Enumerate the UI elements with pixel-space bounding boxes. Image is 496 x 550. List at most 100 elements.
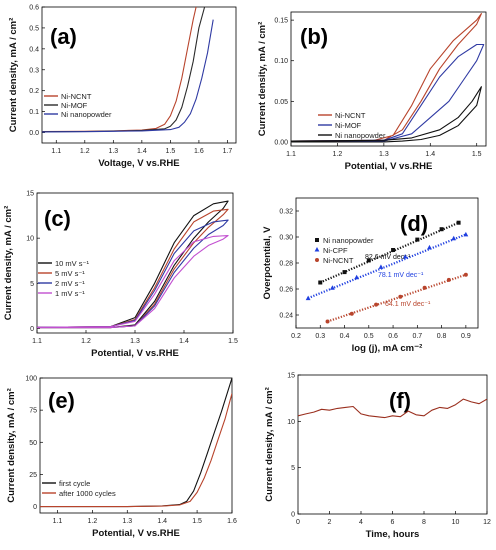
x-tick-label: 1.3 (379, 151, 389, 158)
data-point (391, 248, 396, 252)
x-tick-label: 0.5 (364, 333, 374, 340)
panel-a: 1.1 1.2 1.3 1.4 1.5 1.6 1.7 0.0 0.1 0.2 0.3 0.4 0.5 0… (8, 5, 237, 169)
x-tick-label: 10 (452, 519, 460, 526)
y-tick-label: 0.10 (274, 58, 288, 65)
data-point (330, 285, 335, 290)
y-axis-label: Overpotential, V (262, 226, 273, 300)
panel-label: (a) (50, 24, 77, 49)
legend-label: Ni-MOF (335, 121, 362, 130)
y-axis-label: Current density, mA / cm² (8, 18, 19, 133)
series-line (40, 393, 232, 508)
x-tick-label: 1.4 (137, 148, 147, 155)
plot-frame (39, 377, 233, 514)
x-tick-label: 1.2 (81, 338, 91, 345)
data-point (402, 254, 408, 259)
plot-area (37, 200, 229, 329)
y-tick-label: 0.0 (29, 130, 39, 137)
x-tick-label: 1.3 (108, 148, 118, 155)
slope-annotation: 82.6 mV dec⁻¹ (365, 254, 411, 261)
x-tick-label: 1.2 (87, 518, 97, 525)
x-tick-label: 1.1 (51, 148, 61, 155)
series-line (291, 86, 482, 143)
x-axis-label: Time, hours (366, 529, 420, 540)
series-line (37, 208, 229, 329)
x-axis-label: Potential, V vs.RHE (345, 161, 433, 172)
panel-e: 1.1 1.2 1.3 1.4 1.5 1.6 0 25 50 75 100 Potential, V… (6, 376, 237, 540)
x-tick-label: 1.6 (194, 148, 204, 155)
plot-area (298, 398, 487, 419)
y-tick-label: 0 (291, 512, 295, 519)
fit-line (307, 233, 467, 300)
panel-f: 0 2 4 6 8 10 12 0 5 10 15 Time, hours Current densit… (264, 373, 491, 541)
y-tick-label: 0.1 (29, 109, 39, 116)
x-axis-label: Potential, V vs.RHE (91, 348, 179, 359)
x-tick-label: 1.4 (179, 338, 189, 345)
y-tick-label: 0.15 (274, 18, 288, 25)
series-line (42, 19, 214, 133)
legend-label: 2 mV s⁻¹ (55, 279, 85, 288)
y-tick-label: 0.6 (29, 5, 39, 12)
legend-marker (314, 247, 320, 252)
plot-frame (41, 6, 237, 144)
plot-area (42, 7, 214, 133)
legend-label: first cycle (59, 479, 90, 488)
y-tick-label: 0.26 (279, 287, 293, 294)
x-tick-label: 8 (422, 519, 426, 526)
panel-label: (f) (389, 388, 411, 413)
legend-label: Ni nanopowder (323, 236, 374, 245)
x-tick-label: 1.1 (32, 338, 42, 345)
y-tick-label: 0.28 (279, 261, 293, 268)
x-tick-label: 0.6 (388, 333, 398, 340)
legend-label: 1 mV s⁻¹ (55, 289, 85, 298)
y-tick-label: 5 (291, 465, 295, 472)
x-tick-label: 1.1 (286, 151, 296, 158)
legend-marker (315, 258, 319, 262)
x-tick-label: 1.5 (166, 148, 176, 155)
panel-b: 1.1 1.2 1.3 1.4 1.5 0.00 0.05 0.10 0.15 Potential… (257, 11, 487, 172)
y-axis-label: Current density, mA / cm² (3, 206, 14, 321)
y-tick-label: 25 (29, 472, 37, 479)
x-tick-label: 1.4 (157, 518, 167, 525)
x-tick-label: 6 (391, 519, 395, 526)
x-axis-label: Potential, V vs.RHE (92, 528, 180, 539)
legend-label: 10 mV s⁻¹ (55, 259, 89, 268)
series-line (291, 43, 485, 143)
legend-label: Ni-CPF (323, 246, 348, 255)
x-tick-label: 4 (359, 519, 363, 526)
y-tick-label: 5 (30, 281, 34, 288)
y-tick-label: 0.2 (29, 88, 39, 95)
y-tick-label: 50 (29, 440, 37, 447)
y-tick-label: 10 (26, 236, 34, 243)
series-line (37, 200, 229, 329)
y-tick-label: 15 (26, 191, 34, 198)
series-line (37, 234, 229, 329)
series-line (37, 219, 229, 329)
plot-area (291, 13, 485, 143)
fit-line (327, 273, 467, 323)
x-tick-label: 0.8 (437, 333, 447, 340)
x-tick-label: 1.6 (227, 518, 237, 525)
panel-label: (c) (44, 206, 71, 231)
panel-label: (e) (48, 388, 75, 413)
y-tick-label: 75 (29, 408, 37, 415)
legend-label: Ni-NCNT (335, 111, 366, 120)
series-line (298, 398, 487, 419)
y-tick-label: 0.32 (279, 209, 293, 216)
data-point (342, 270, 347, 275)
plot-area (40, 378, 232, 508)
series-line (291, 13, 482, 143)
y-tick-label: 0.3 (29, 67, 39, 74)
x-tick-label: 1.7 (223, 148, 233, 155)
y-axis-label: Current density, mA / cm² (257, 22, 268, 137)
x-tick-label: 0 (296, 519, 300, 526)
panel-label: (b) (300, 24, 328, 49)
x-axis-label: log (j), mA cm⁻² (352, 343, 423, 354)
x-tick-label: 2 (328, 519, 332, 526)
x-tick-label: 1.2 (333, 151, 343, 158)
x-tick-label: 12 (483, 519, 491, 526)
y-tick-label: 10 (287, 419, 295, 426)
y-tick-label: 15 (287, 373, 295, 380)
x-tick-label: 1.3 (130, 338, 140, 345)
y-tick-label: 0.30 (279, 235, 293, 242)
